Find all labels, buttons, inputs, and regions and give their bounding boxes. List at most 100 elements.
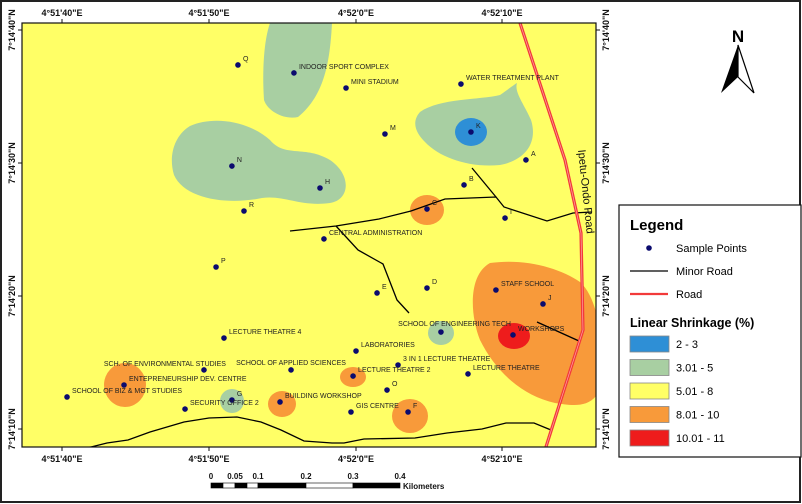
sample-point-label: LABORATORIES — [361, 342, 415, 349]
sample-point[interactable]: D — [424, 279, 437, 291]
zone-3-5 — [263, 23, 332, 118]
sample-point-marker — [64, 394, 70, 400]
minor-road-line — [536, 321, 580, 342]
zone-8-10 — [472, 261, 596, 406]
sample-point-label: P — [221, 258, 226, 265]
sample-point[interactable]: SECURITY OFFICE 2 — [182, 400, 259, 412]
sample-point[interactable]: SCHOOL OF BIZ & MGT STUDIES — [64, 388, 182, 400]
scale-bar-segment — [257, 482, 307, 489]
sample-point-marker — [317, 185, 323, 191]
sample-point[interactable]: MINI STADIUM — [343, 79, 399, 91]
sample-point[interactable]: M — [382, 125, 396, 137]
sample-point[interactable]: Q — [235, 56, 249, 68]
legend-class-label: 2 - 3 — [676, 339, 698, 351]
sample-point[interactable]: INDOOR SPORT COMPLEX — [291, 64, 389, 76]
sample-point-marker — [461, 182, 467, 188]
legend-item: Sample Points — [646, 243, 747, 255]
legend-class-label: 5.01 - 8 — [676, 386, 713, 398]
sample-point-label: SCH. OF ENVIRONMENTAL STUDIES — [104, 361, 226, 368]
sample-point[interactable]: ENTEPRENEURSHIP DEV. CENTRE — [121, 376, 247, 388]
lat-tick-label-left: 7°14'40"N — [7, 9, 17, 51]
sample-point-label: 3 IN 1 LECTURE THEATRE — [403, 356, 491, 363]
sample-point[interactable]: CENTRAL ADMINISTRATION — [321, 230, 422, 242]
minor-road-line — [289, 196, 593, 232]
scale-bar-label: 0 — [209, 472, 214, 481]
sample-point[interactable]: SCHOOL OF APPLIED SCIENCES — [236, 360, 346, 373]
scale-bar-label: 0.3 — [347, 472, 359, 481]
lat-tick-label-right: 7°14'10"N — [601, 408, 611, 450]
lat-tick-label-left: 7°14'30"N — [7, 142, 17, 184]
sample-point-marker — [241, 208, 247, 214]
sample-point[interactable]: BUILDING WORKSHOP — [277, 393, 362, 405]
sample-point[interactable]: SCHOOL OF ENGINEERING TECH — [398, 321, 511, 335]
sample-point-marker — [213, 264, 219, 270]
sample-point[interactable]: WATER TREATMENT PLANT — [458, 75, 560, 87]
sample-point-marker — [235, 62, 241, 68]
sample-point-marker — [221, 335, 227, 341]
legend-item-label: Sample Points — [676, 243, 747, 255]
sample-point-marker — [468, 129, 474, 135]
sample-point[interactable]: LECTURE THEATRE 4 — [221, 329, 302, 341]
sample-point-label: K — [476, 123, 481, 130]
lat-tick-label-left: 7°14'10"N — [7, 408, 17, 450]
sample-point[interactable]: G — [229, 391, 242, 403]
sample-point-label: SCHOOL OF ENGINEERING TECH — [398, 321, 511, 328]
scale-bar-unit: Kilometers — [403, 482, 445, 491]
sample-point-label: SECURITY OFFICE 2 — [190, 400, 259, 407]
sample-point[interactable]: A — [523, 151, 536, 163]
lat-tick-label-right: 7°14'30"N — [601, 142, 611, 184]
sample-point[interactable]: LECTURE THEATRE — [465, 365, 540, 377]
sample-point-marker — [523, 157, 529, 163]
legend-class-swatch — [629, 429, 670, 447]
legend-title: Legend — [630, 217, 683, 234]
sample-point[interactable]: I — [502, 209, 512, 221]
legend-class: 5.01 - 8 — [629, 382, 713, 400]
sample-point-label: BUILDING WORKSHOP — [285, 393, 362, 400]
sample-point-marker — [353, 348, 359, 354]
legend-class: 3.01 - 5 — [629, 359, 713, 376]
sample-point-label: WORKSHOPS — [518, 326, 565, 333]
scale-bar-segment — [305, 482, 354, 489]
sample-point[interactable]: K — [468, 123, 481, 135]
sample-point[interactable]: J — [540, 295, 551, 307]
zone-3-5 — [171, 120, 346, 204]
map-body[interactable]: Q INDOOR SPORT COMPLEX MINI STADIUM WATER T… — [22, 23, 602, 452]
sample-point-label: C — [432, 200, 437, 207]
sample-point-label: SCHOOL OF APPLIED SCIENCES — [236, 360, 346, 367]
sample-point[interactable]: H — [317, 179, 330, 191]
sample-point-marker — [277, 399, 283, 405]
sample-point-label: J — [548, 295, 552, 302]
lon-tick-label-bottom: 4°51'40"E — [41, 454, 82, 464]
sample-point[interactable]: SCH. OF ENVIRONMENTAL STUDIES — [104, 361, 226, 373]
road-centerline — [519, 23, 584, 447]
sample-point-marker — [291, 70, 297, 76]
sample-point[interactable]: GIS CENTRE — [348, 403, 399, 415]
sample-point[interactable]: N — [229, 157, 242, 169]
sample-point[interactable]: O — [384, 381, 398, 393]
north-label: N — [732, 27, 744, 46]
sample-point[interactable]: STAFF SCHOOL — [493, 281, 554, 293]
sample-point[interactable]: B — [461, 176, 474, 188]
north-arrow: N — [721, 27, 755, 94]
sample-point[interactable]: LABORATORIES — [353, 342, 415, 354]
sample-point[interactable]: P — [213, 258, 226, 270]
sample-point-marker — [424, 285, 430, 291]
sample-point-label: G — [237, 391, 242, 398]
legend-class: 2 - 3 — [629, 335, 698, 353]
scale-bar-segment — [234, 482, 248, 489]
sample-point[interactable]: F — [405, 403, 417, 415]
legend-panel: Legend Sample Points Minor Road Road Linea… — [618, 204, 802, 458]
sample-point[interactable]: WORKSHOPS — [510, 326, 565, 338]
sample-point[interactable]: LECTURE THEATRE 2 — [350, 367, 431, 379]
sample-point[interactable]: R — [241, 202, 254, 214]
sample-point[interactable]: C — [424, 200, 437, 212]
sample-point[interactable]: E — [374, 284, 387, 296]
sample-point-label: LECTURE THEATRE 4 — [229, 329, 302, 336]
sample-point[interactable]: 3 IN 1 LECTURE THEATRE — [395, 356, 491, 368]
main-road — [518, 23, 585, 447]
legend-class-swatch — [629, 335, 670, 353]
minor-road-line — [471, 167, 497, 198]
sample-point-marker — [374, 290, 380, 296]
legend-item: Road — [630, 289, 702, 301]
legend-class: 10.01 - 11 — [629, 429, 725, 447]
